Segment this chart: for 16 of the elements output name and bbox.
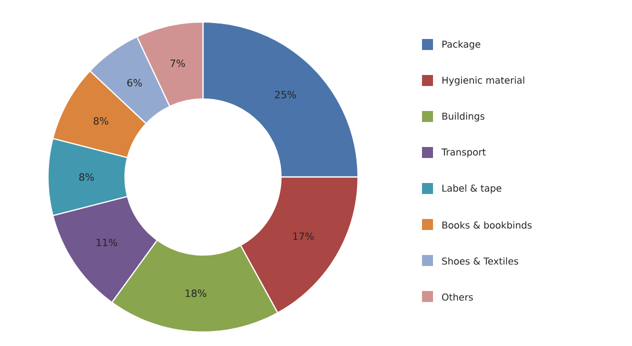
legend-label: Label & tape [442,184,502,194]
legend-label: Books & bookbinds [442,221,532,229]
legend-label: Transport [441,148,486,158]
legend-label: Package [442,40,480,50]
legend-label: Hygienic material [442,76,524,86]
legend-label: Buildings [442,112,484,122]
data-label: 18% [186,289,206,298]
legend-label: Others [442,293,473,301]
data-label: 8% [79,173,94,181]
data-label: 7% [170,60,185,68]
data-label: 6% [127,78,142,87]
legend-label: Shoes & Textiles [442,257,518,265]
data-label: 11% [96,238,118,246]
data-label: 8% [94,117,108,125]
data-label: 17% [293,232,314,240]
data-label: 25% [275,90,296,98]
